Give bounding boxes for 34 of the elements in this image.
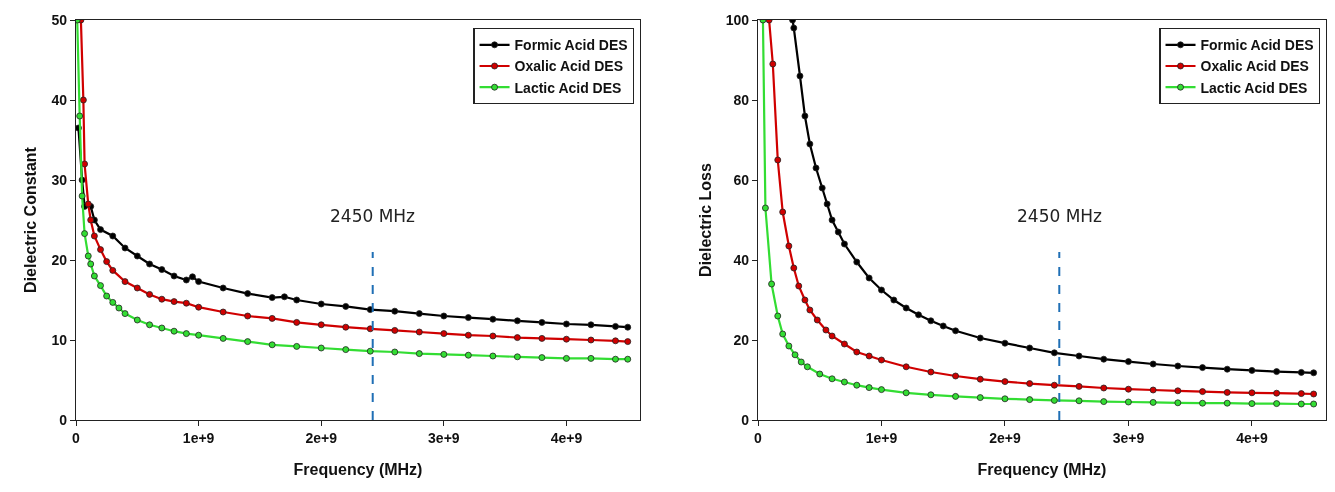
x-tick-label: 1e+9 <box>865 430 898 446</box>
y-tick-label: 20 <box>51 251 68 268</box>
x-axis-title: Frequency (MHz) <box>293 460 423 478</box>
y-tick-label: 30 <box>51 171 68 188</box>
legend-label: Formic Acid DES <box>1200 37 1314 54</box>
x-tick-label: 0 <box>754 430 763 446</box>
y-axis-title: Dielectric Loss <box>696 162 714 277</box>
y-tick-label: 50 <box>51 11 68 28</box>
x-tick-label: 3e+9 <box>1112 430 1145 446</box>
x-tick-label: 4e+9 <box>1236 430 1268 446</box>
legend-label: Formic Acid DES <box>514 37 628 54</box>
ref-line-label: 2450 MHz <box>1017 206 1103 226</box>
x-tick-label: 1e+9 <box>182 430 215 446</box>
y-tick-label: 0 <box>741 411 750 428</box>
legend-label: Oxalic Acid DES <box>514 58 623 75</box>
legend-label: Lactic Acid DES <box>514 79 622 96</box>
y-tick-label: 60 <box>733 171 750 188</box>
x-tick-label: 2e+9 <box>989 430 1021 446</box>
y-tick-label: 10 <box>51 331 68 348</box>
legend-label: Oxalic Acid DES <box>1200 58 1309 75</box>
y-tick-label: 40 <box>51 91 68 108</box>
y-tick-label: 20 <box>733 331 750 348</box>
x-tick-label: 0 <box>72 430 81 446</box>
y-tick-label: 80 <box>733 91 750 108</box>
y-tick-label: 0 <box>59 411 68 428</box>
x-tick-label: 4e+9 <box>550 430 583 446</box>
x-tick-label: 2e+9 <box>305 430 338 446</box>
y-tick-label: 100 <box>725 11 750 28</box>
legend-label: Lactic Acid DES <box>1200 79 1308 96</box>
x-axis-title: Frequency (MHz) <box>977 460 1107 478</box>
y-tick-label: 40 <box>733 251 750 268</box>
ref-line-label: 2450 MHz <box>330 206 416 226</box>
x-tick-label: 3e+9 <box>428 430 460 446</box>
y-axis-title: Dielectric Constant <box>22 146 40 293</box>
